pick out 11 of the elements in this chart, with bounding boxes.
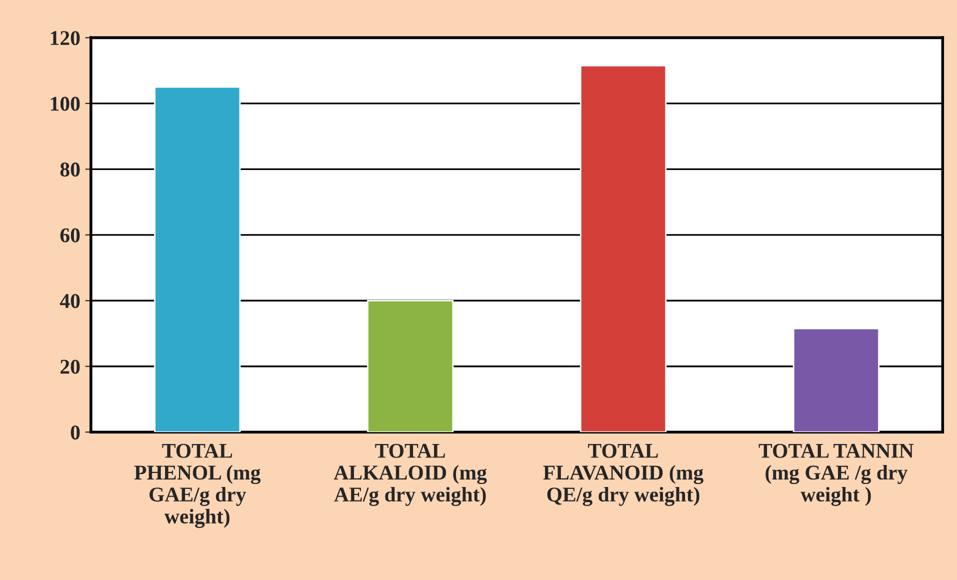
y-tick-label: 100 <box>50 96 80 111</box>
x-tick-label: TOTAL FLAVANOID (mg QE/g dry weight) <box>543 444 704 506</box>
x-tick-label: TOTAL PHENOL (mg GAE/g dry weight) <box>134 444 261 528</box>
x-tick-label: TOTAL ALKALOID (mg AE/g dry weight) <box>334 444 487 506</box>
y-tick-label: 0 <box>70 425 80 440</box>
x-tick-label: TOTAL TANNIN (mg GAE /g dry weight ) <box>758 444 914 506</box>
y-tick-label: 20 <box>60 360 80 374</box>
y-tick-label: 80 <box>60 162 80 177</box>
y-tick-label: 60 <box>60 228 80 242</box>
y-tick-label: 40 <box>60 294 80 308</box>
y-tick-label: 120 <box>50 31 80 46</box>
